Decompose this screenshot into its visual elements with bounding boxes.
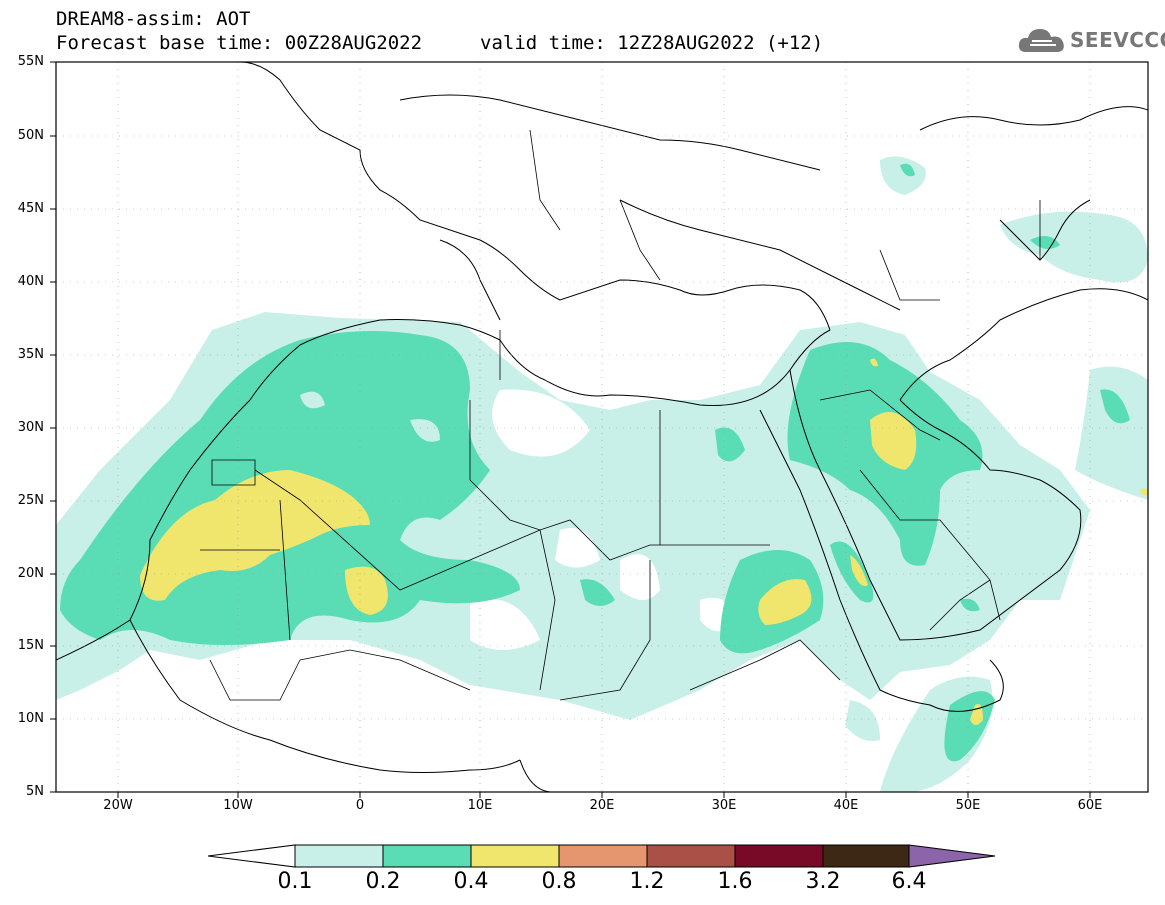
colorbar-bin-5 (646, 844, 736, 868)
cloud-icon (1018, 29, 1064, 52)
lat-label: 10N (17, 711, 44, 726)
colorbar-label: 1.2 (629, 869, 665, 894)
colorbar-label: 0.1 (277, 869, 313, 894)
lon-label: 20E (589, 798, 615, 813)
colorbar (207, 844, 996, 868)
colorbar-label: 1.6 (717, 869, 753, 894)
lon-label: 30E (711, 798, 737, 813)
colorbar-over-arrow (908, 844, 996, 868)
colorbar-label: 3.2 (805, 869, 841, 894)
lat-label: 5N (26, 784, 44, 799)
axis-ticks (50, 61, 1091, 798)
lon-label: 0 (355, 798, 365, 813)
colorbar-label: 0.2 (365, 869, 401, 894)
country-borders (200, 129, 1041, 701)
colorbar-bin-3 (470, 844, 560, 868)
aot-fields (56, 62, 1148, 792)
lat-label: 55N (17, 54, 44, 69)
colorbar-bin-4 (558, 844, 648, 868)
colorbar-bin-6 (734, 844, 824, 868)
lat-label: 25N (17, 493, 44, 508)
lat-label: 15N (17, 638, 44, 653)
colorbar-bin-7 (822, 844, 910, 868)
coastlines (56, 62, 1148, 792)
lon-label: 10E (467, 798, 493, 813)
forecast-base-time: Forecast base time: 00Z28AUG2022 (56, 32, 423, 54)
colorbar-label: 0.8 (541, 869, 577, 894)
valid-time: valid time: 12Z28AUG2022 (+12) (480, 32, 824, 54)
lon-label: 40E (833, 798, 859, 813)
lat-label: 45N (17, 201, 44, 216)
lat-label: 50N (17, 128, 44, 143)
colorbar-label: 0.4 (453, 869, 489, 894)
lat-lon-grid (56, 62, 1148, 792)
lon-label: 10W (223, 798, 253, 813)
logo-text: SEEVCCC (1070, 28, 1165, 52)
map-title: DREAM8-assim: AOT (56, 8, 251, 30)
colorbar-bin-2 (382, 844, 472, 868)
lat-label: 20N (17, 566, 44, 581)
aot-clear-holes (470, 389, 740, 650)
lat-label: 30N (17, 420, 44, 435)
lat-label: 35N (17, 347, 44, 362)
seevccc-logo: SEEVCCC (1018, 24, 1165, 58)
lon-label: 60E (1077, 798, 1103, 813)
colorbar-label: 6.4 (891, 869, 927, 894)
lon-label: 20W (103, 798, 133, 813)
lon-label: 50E (955, 798, 981, 813)
colorbar-under-arrow (207, 844, 296, 868)
lat-label: 40N (17, 274, 44, 289)
aot-level-0-4 (140, 358, 1148, 725)
colorbar-bin-1 (294, 844, 384, 868)
